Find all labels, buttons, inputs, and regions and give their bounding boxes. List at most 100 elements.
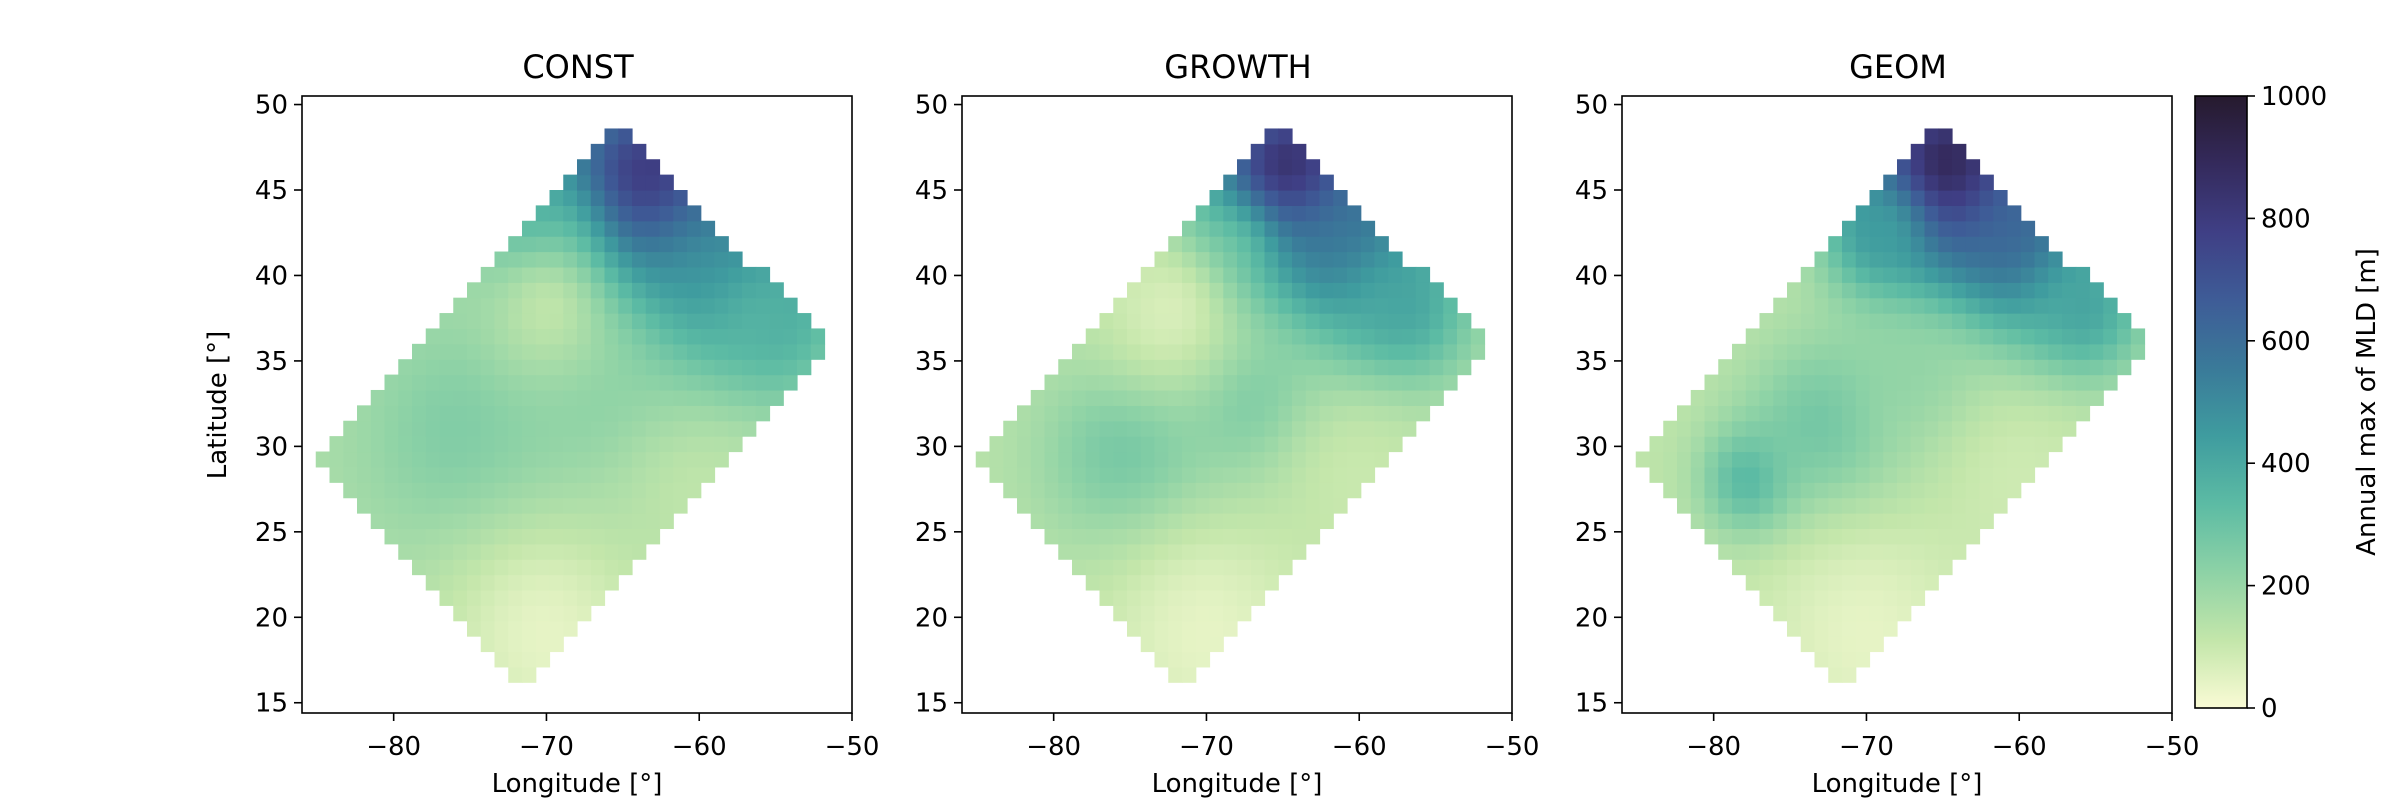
heatmap-cell <box>480 543 496 560</box>
heatmap-cell <box>618 528 633 545</box>
heatmap-cell <box>1924 282 1939 299</box>
heatmap-cell <box>1085 343 1101 360</box>
y-tick-label: 35 <box>255 347 288 377</box>
heatmap-cell <box>1842 636 1857 653</box>
heatmap-cell <box>577 589 592 606</box>
heatmap-cell <box>1182 666 1197 683</box>
heatmap-cell <box>563 359 578 376</box>
heatmap-cell <box>1869 574 1884 591</box>
heatmap-cell <box>618 482 633 499</box>
heatmap-cell <box>1209 497 1224 514</box>
heatmap-cell <box>398 359 413 376</box>
heatmap-cell <box>535 405 551 422</box>
heatmap-cell <box>1828 266 1843 283</box>
heatmap-cell <box>1952 482 1967 499</box>
heatmap-cell <box>1910 482 1926 499</box>
heatmap-cell <box>357 482 372 499</box>
plot-frame <box>961 95 1513 714</box>
heatmap-cell <box>453 451 468 468</box>
heatmap-cell <box>1855 405 1871 422</box>
heatmap-cell <box>1910 266 1926 283</box>
heatmap-cell <box>549 313 564 330</box>
heatmap-cell <box>1209 513 1224 530</box>
heatmap-cell <box>1443 313 1458 330</box>
heatmap-cell <box>1237 328 1252 345</box>
heatmap-cell <box>618 205 633 222</box>
heatmap-cell <box>1044 513 1059 530</box>
heatmap-cell <box>1773 482 1788 499</box>
heatmap-cell <box>1195 605 1211 622</box>
heatmap-cell <box>590 436 606 453</box>
heatmap-cell <box>1168 236 1183 253</box>
heatmap-cell <box>1319 466 1334 483</box>
heatmap-cell <box>549 436 564 453</box>
heatmap-cell <box>645 420 661 437</box>
heatmap-cell <box>1897 343 1912 360</box>
heatmap-cell <box>1182 359 1197 376</box>
heatmap-cell <box>1264 374 1279 391</box>
heatmap-cell <box>1292 451 1307 468</box>
heatmap-cell <box>673 328 688 345</box>
heatmap-cell <box>1168 359 1183 376</box>
heatmap-cell <box>522 451 537 468</box>
heatmap-cell <box>1305 359 1321 376</box>
heatmap-cell <box>453 482 468 499</box>
heatmap-cell <box>1952 236 1967 253</box>
heatmap-cell <box>1140 513 1156 530</box>
heatmap-cell <box>1182 266 1197 283</box>
heatmap-cell <box>1924 313 1939 330</box>
heatmap-cell <box>1883 528 1898 545</box>
heatmap-cell <box>370 420 386 437</box>
heatmap-cell <box>1154 605 1169 622</box>
heatmap-cell <box>1113 559 1128 576</box>
heatmap-cell <box>1209 420 1224 437</box>
heatmap-cell <box>1759 559 1774 576</box>
heatmap-cell <box>1965 251 1981 268</box>
heatmap-cell <box>1319 174 1334 191</box>
heatmap-cell <box>1099 343 1114 360</box>
heatmap-cell <box>1828 589 1843 606</box>
heatmap-cell <box>467 605 482 622</box>
heatmap-cell <box>1017 482 1032 499</box>
heatmap-cell <box>618 236 633 253</box>
heatmap-cell <box>1855 282 1871 299</box>
heatmap-cell <box>1924 143 1939 160</box>
heatmap-cell <box>1360 251 1376 268</box>
heatmap-cell <box>687 297 702 314</box>
heatmap-cell <box>590 359 606 376</box>
heatmap-cell <box>1044 497 1059 514</box>
heatmap-cell <box>1374 451 1389 468</box>
heatmap-cell <box>1003 482 1018 499</box>
heatmap-cell <box>398 420 413 437</box>
heatmap-cell <box>2117 313 2132 330</box>
heatmap-cell <box>1773 513 1788 530</box>
heatmap-cell <box>645 436 661 453</box>
heatmap-cell <box>1264 543 1279 560</box>
heatmap-cell <box>577 220 592 237</box>
heatmap-cell <box>1745 343 1761 360</box>
heatmap-cell <box>1278 543 1293 560</box>
heatmap-cell <box>1814 482 1829 499</box>
heatmap-cell <box>1278 451 1293 468</box>
heatmap-cell <box>1154 282 1169 299</box>
heatmap-cell <box>1828 543 1843 560</box>
heatmap-cell <box>494 359 509 376</box>
heatmap-cell <box>2048 359 2063 376</box>
heatmap-cell <box>975 451 991 468</box>
heatmap-cell <box>687 374 702 391</box>
heatmap-cell <box>1814 343 1829 360</box>
heatmap-cell <box>1085 374 1101 391</box>
heatmap-cell <box>1732 405 1747 422</box>
heatmap-cell <box>2034 313 2049 330</box>
heatmap-cell <box>687 359 702 376</box>
heatmap-cell <box>1182 543 1197 560</box>
heatmap-cell <box>1292 205 1307 222</box>
panel-title: CONST <box>522 48 634 86</box>
heatmap-cell <box>1237 574 1252 591</box>
heatmap-cell <box>535 636 551 653</box>
heatmap-cell <box>1883 543 1898 560</box>
heatmap-cell <box>1800 359 1816 376</box>
heatmap-cell <box>494 282 509 299</box>
heatmap-cell <box>577 266 592 283</box>
heatmap-cell <box>645 266 661 283</box>
